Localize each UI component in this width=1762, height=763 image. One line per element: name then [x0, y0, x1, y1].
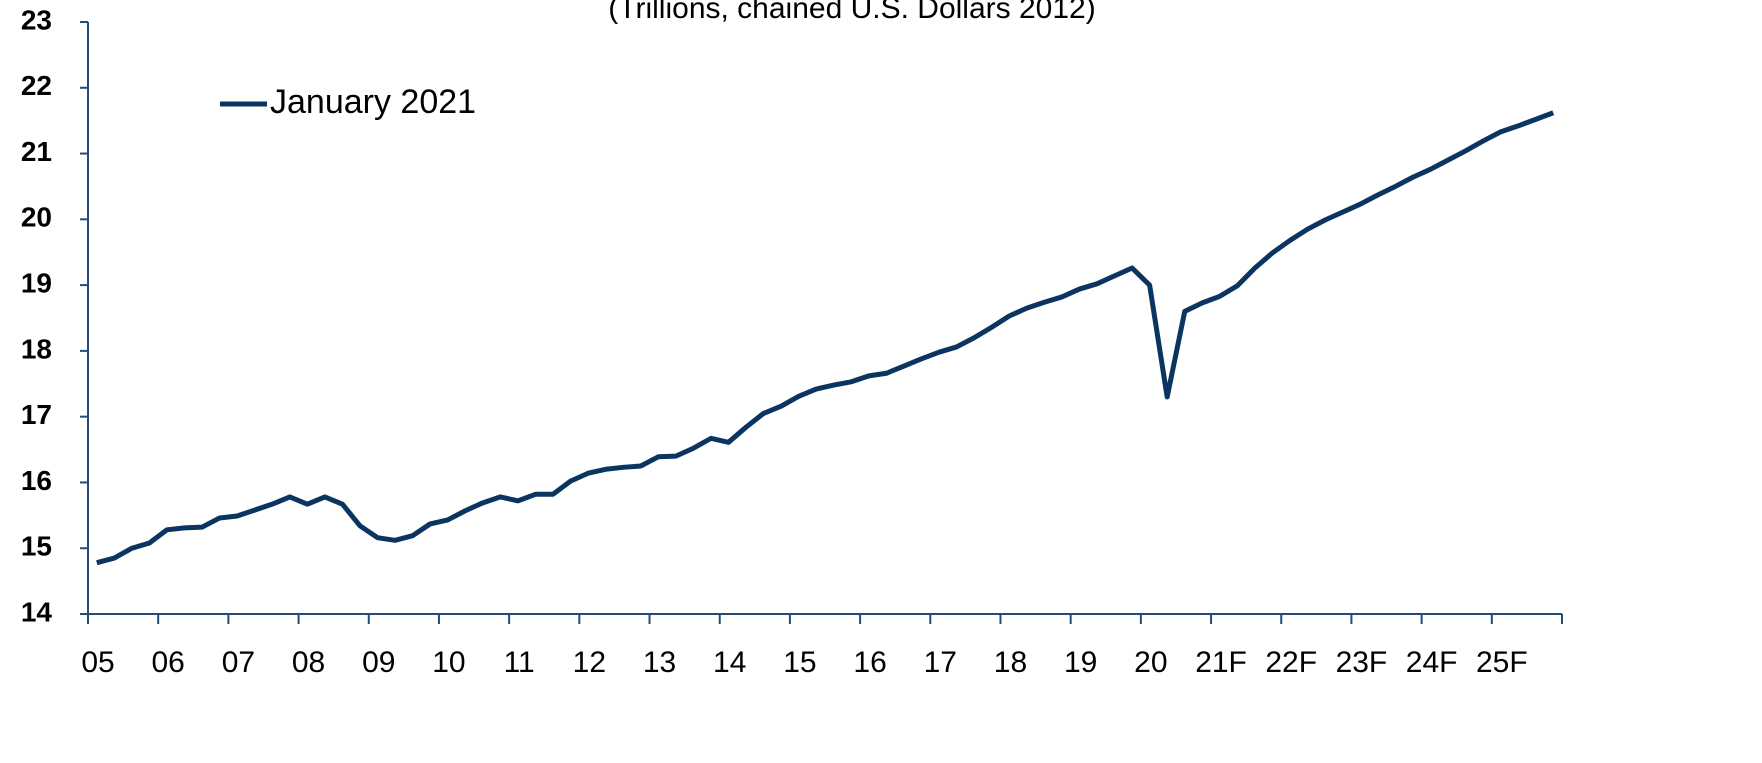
x-tick-label: 10	[432, 646, 465, 679]
x-tick-label: 16	[853, 646, 886, 679]
y-tick-label: 21	[21, 136, 52, 167]
y-tick-label: 18	[21, 333, 52, 364]
x-tick-label: 17	[924, 646, 957, 679]
x-tick-label: 20	[1134, 646, 1167, 679]
y-tick-label: 20	[21, 202, 52, 233]
y-tick-label: 16	[21, 465, 52, 496]
y-tick-label: 19	[21, 268, 52, 299]
legend-label: January 2021	[270, 83, 476, 121]
x-tick-label: 09	[362, 646, 395, 679]
x-tick-label: 25F	[1476, 646, 1528, 679]
chart-subtitle: (Trillions, chained U.S. Dollars 2012)	[608, 0, 1095, 25]
x-tick-label: 14	[713, 646, 746, 679]
y-tick-label: 14	[21, 596, 53, 627]
x-tick-label: 12	[573, 646, 606, 679]
x-tick-label: 11	[504, 646, 535, 679]
y-tick-label: 17	[21, 399, 52, 430]
y-tick-label: 22	[21, 70, 52, 101]
x-tick-label: 05	[81, 646, 114, 679]
y-tick-label: 15	[21, 531, 52, 562]
x-tick-label: 24F	[1406, 646, 1458, 679]
x-tick-label: 22F	[1265, 646, 1317, 679]
x-tick-label: 18	[994, 646, 1027, 679]
series-line	[96, 110, 1555, 566]
x-tick-label: 13	[643, 646, 676, 679]
x-tick-label: 06	[152, 646, 185, 679]
x-tick-label: 23F	[1336, 646, 1388, 679]
x-tick-label: 07	[222, 646, 255, 679]
x-tick-label: 21F	[1195, 646, 1247, 679]
x-tick-label: 08	[292, 646, 325, 679]
x-tick-label: 15	[783, 646, 816, 679]
y-tick-label: 23	[21, 4, 52, 35]
x-tick-label: 19	[1064, 646, 1097, 679]
